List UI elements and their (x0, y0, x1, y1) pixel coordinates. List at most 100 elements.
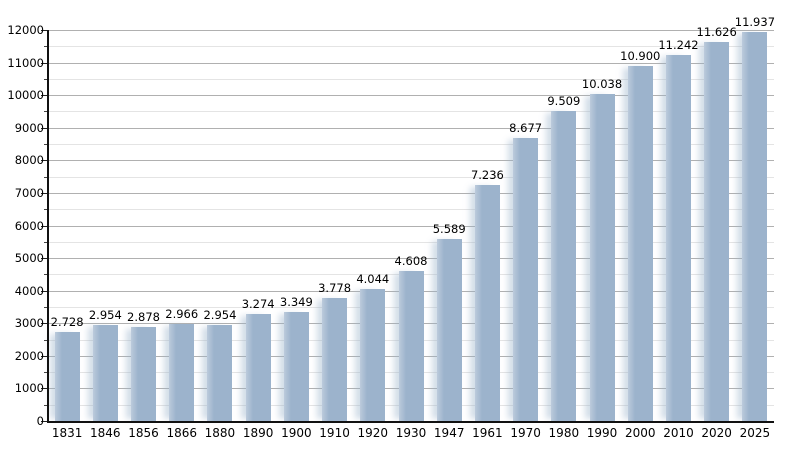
x-axis-tick-label: 1880 (204, 426, 236, 440)
gridline-minor (48, 241, 774, 243)
y-axis-minor-tick (44, 176, 48, 178)
bar-2025 (742, 32, 768, 421)
bar-value-label: 9.509 (547, 94, 581, 109)
y-axis-tick-label: 12000 (7, 23, 44, 37)
x-axis-tick-label: 1846 (90, 426, 121, 440)
bar-1900 (283, 311, 309, 421)
bar-value-label: 2.954 (203, 307, 237, 322)
y-axis-major-tick (41, 127, 48, 129)
bar-value-label: 2.966 (165, 307, 199, 322)
gridline-minor (48, 111, 774, 113)
bar-value-label: 2.728 (50, 315, 84, 330)
y-axis-tick-label: 4000 (14, 283, 44, 298)
y-axis-tick-label: 5000 (14, 251, 44, 266)
gridline-major (48, 225, 774, 227)
y-axis-major-tick (41, 160, 48, 162)
y-axis-minor-tick (44, 339, 48, 341)
y-axis-major-tick (41, 323, 48, 325)
bar-1980 (551, 111, 577, 421)
bar-1831 (54, 332, 80, 421)
bar-value-label: 11.242 (658, 37, 699, 52)
x-axis-tick-label: 1961 (472, 426, 503, 440)
y-axis-tick-label: 2000 (14, 348, 44, 363)
x-axis-tick-label: 1920 (357, 426, 389, 440)
x-axis-tick-label: 1900 (281, 426, 312, 440)
bar-value-label: 3.274 (241, 297, 275, 312)
y-axis-line (47, 30, 49, 423)
bar-1866 (169, 324, 195, 421)
y-axis-minor-tick (44, 209, 48, 211)
bar-value-label: 11.626 (696, 25, 737, 40)
y-axis-major-tick (41, 30, 48, 31)
y-axis-major-tick (41, 95, 48, 97)
bar-1947 (436, 238, 462, 421)
x-axis-tick-label: 2000 (624, 426, 656, 440)
bar-value-label: 10.900 (620, 48, 661, 63)
gridline-major (48, 127, 774, 129)
y-axis-minor-tick (44, 274, 48, 276)
bar-value-label: 11.937 (734, 15, 776, 30)
y-axis-minor-tick (44, 46, 48, 48)
y-axis-minor-tick (44, 111, 48, 113)
gridline-major (48, 192, 774, 194)
y-axis-minor-tick (44, 404, 48, 406)
bar-1920 (360, 289, 386, 421)
x-axis-tick-label: 1970 (510, 426, 541, 440)
x-axis-tick-label: 1947 (433, 426, 465, 440)
bar-1970 (513, 138, 539, 421)
bar-value-label: 7.236 (470, 168, 504, 183)
y-axis-major-tick (41, 388, 48, 390)
bar-value-label: 2.878 (127, 310, 160, 325)
bar-value-label: 2.954 (88, 307, 122, 322)
bar-1990 (589, 93, 615, 421)
bar-value-label: 3.778 (318, 280, 352, 295)
y-axis-major-tick (41, 258, 48, 260)
y-axis-tick-label: 9000 (14, 120, 44, 135)
y-axis-tick-label: 11000 (7, 55, 44, 70)
x-axis-tick-label: 1990 (586, 426, 618, 440)
gridline-major (48, 30, 774, 31)
y-axis-major-tick (41, 421, 48, 422)
gridline-minor (48, 144, 774, 146)
bar-value-label: 3.349 (279, 294, 313, 309)
x-axis-tick-label: 2020 (701, 426, 732, 440)
y-axis-minor-tick (44, 372, 48, 374)
y-axis-tick-label: 0 (36, 414, 44, 428)
bar-value-label: 4.608 (394, 253, 428, 268)
y-axis-tick-label: 3000 (14, 316, 44, 331)
x-axis-tick-label: 1890 (242, 426, 274, 440)
y-axis-tick-label: 8000 (14, 153, 44, 168)
x-axis-tick-label: 1930 (395, 426, 427, 440)
bar-2000 (627, 65, 653, 421)
bar-value-label: 8.677 (509, 121, 543, 136)
y-axis-minor-tick (44, 78, 48, 80)
bar-1846 (92, 324, 118, 421)
gridline-minor (48, 176, 774, 178)
y-axis-minor-tick (44, 144, 48, 146)
x-axis-tick-label: 1866 (166, 426, 197, 440)
x-axis-tick-label: 1831 (51, 426, 83, 440)
x-axis-tick-label: 1856 (128, 426, 159, 440)
bar-2010 (665, 54, 691, 421)
bar-2020 (704, 42, 730, 421)
bar-value-label: 5.589 (432, 221, 466, 236)
gridline-minor (48, 78, 774, 80)
x-axis-tick-label: 2010 (663, 426, 694, 440)
x-axis-tick-label: 1980 (548, 426, 580, 440)
y-axis-tick-label: 6000 (14, 218, 44, 233)
bar-value-label: 4.044 (356, 272, 390, 287)
y-axis-major-tick (41, 192, 48, 194)
y-axis-major-tick (41, 290, 48, 292)
bar-1880 (207, 324, 233, 421)
gridline-minor (48, 209, 774, 211)
y-axis-major-tick (41, 355, 48, 357)
x-axis-tick-label: 1910 (319, 426, 350, 440)
gridline-minor (48, 46, 774, 48)
gridline-major (48, 160, 774, 162)
bar-1910 (322, 297, 348, 421)
x-axis-line (47, 421, 774, 423)
bar-value-label: 10.038 (581, 76, 623, 91)
bar-1930 (398, 270, 424, 421)
gridline-major (48, 258, 774, 260)
